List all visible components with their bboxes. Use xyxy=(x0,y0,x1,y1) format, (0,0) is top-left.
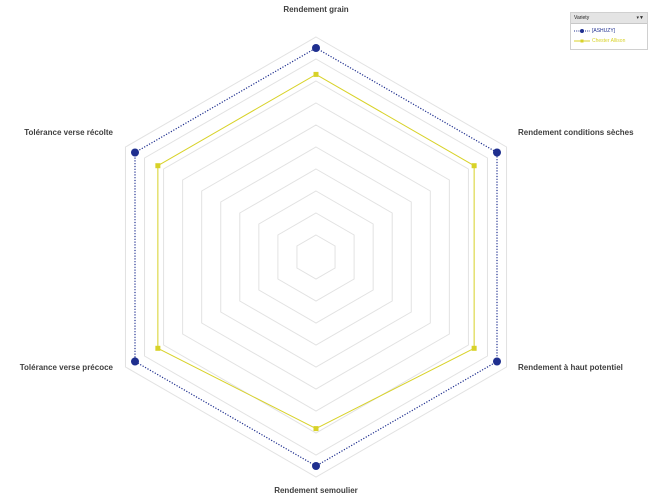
grid-ring xyxy=(182,102,450,412)
series-2 xyxy=(155,71,477,432)
legend-swatch xyxy=(574,29,590,33)
radar-grid xyxy=(124,36,508,478)
filter-icon[interactable]: ▾▼ xyxy=(636,15,644,21)
legend-label: Chester Allison xyxy=(592,38,626,44)
grid-ring xyxy=(296,234,336,280)
legend-label: [ASHUZY] xyxy=(592,28,616,34)
data-point[interactable] xyxy=(131,357,140,366)
axis-label: Rendement conditions sèches xyxy=(518,128,634,137)
axis-label: Tolérance verse récolte xyxy=(24,128,113,137)
data-point[interactable] xyxy=(313,71,319,77)
data-point[interactable] xyxy=(155,345,161,351)
data-point[interactable] xyxy=(471,163,477,169)
data-point[interactable] xyxy=(312,462,320,470)
axis-label: Rendement grain xyxy=(283,5,348,14)
legend-title: Variety xyxy=(574,15,590,21)
data-point[interactable] xyxy=(312,44,320,52)
data-point[interactable] xyxy=(471,345,477,351)
legend[interactable]: Variety ▾▼ [ASHUZY] Chester Allison xyxy=(570,12,648,50)
grid-ring xyxy=(163,80,469,434)
legend-swatch xyxy=(574,39,590,43)
axis-label: Tolérance verse précoce xyxy=(20,363,114,372)
data-point[interactable] xyxy=(313,426,319,432)
legend-header[interactable]: Variety ▾▼ xyxy=(571,13,647,24)
series-1 xyxy=(131,44,501,470)
grid-ring xyxy=(258,190,374,324)
grid-ring xyxy=(277,212,355,302)
data-point[interactable] xyxy=(155,163,161,169)
grid-ring xyxy=(124,36,508,478)
radar-series xyxy=(131,44,501,470)
legend-item[interactable]: [ASHUZY] xyxy=(574,26,644,36)
axis-label: Rendement à haut potentiel xyxy=(518,363,623,372)
data-point[interactable] xyxy=(131,148,140,157)
grid-ring xyxy=(201,124,431,390)
axis-label: Rendement semoulier xyxy=(274,486,358,495)
grid-ring xyxy=(239,168,393,346)
data-point[interactable] xyxy=(492,357,501,366)
legend-items: [ASHUZY] Chester Allison xyxy=(571,24,647,49)
series-line xyxy=(157,73,475,430)
grid-ring xyxy=(144,58,488,456)
grid-ring xyxy=(220,146,412,368)
axis-labels: Rendement grain Rendement conditions sèch… xyxy=(20,5,634,495)
legend-item[interactable]: Chester Allison xyxy=(574,36,644,46)
data-point[interactable] xyxy=(492,148,501,157)
